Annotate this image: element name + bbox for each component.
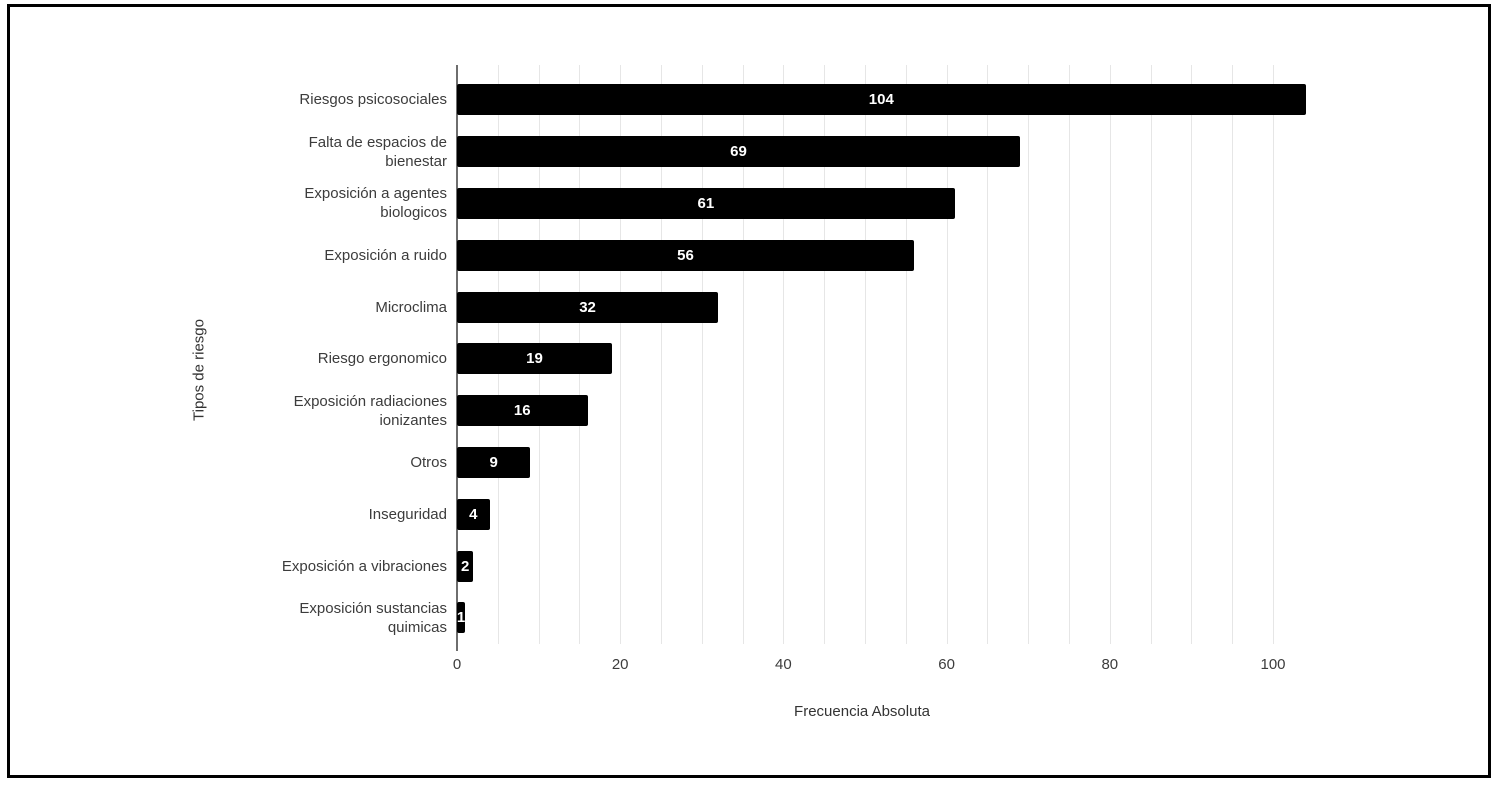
bar: 19 xyxy=(457,343,613,375)
category-label: Microclima xyxy=(375,298,447,316)
bar: 56 xyxy=(457,239,914,271)
value-label: 1 xyxy=(456,609,466,627)
value-label: 19 xyxy=(526,350,543,368)
bar: 1 xyxy=(456,602,466,634)
gridline xyxy=(1150,65,1152,644)
gridline xyxy=(946,65,948,644)
bar-row: 56 xyxy=(457,229,1457,281)
bar: 9 xyxy=(457,446,531,478)
category-label: Inseguridad xyxy=(368,505,447,523)
value-label: 69 xyxy=(730,143,747,161)
value-label: 16 xyxy=(513,402,531,420)
category-labels: Riesgos psicosociales Falta de espacios d… xyxy=(247,74,447,644)
x-tick-label: 60 xyxy=(938,656,955,673)
bar-row: 2 xyxy=(457,540,1457,592)
y-axis-title: Tipos de riesgo xyxy=(190,319,208,421)
value-label: 61 xyxy=(697,194,715,212)
x-tick-label: 100 xyxy=(1260,656,1286,673)
category-label: Riesgo ergonomico xyxy=(317,350,447,368)
bar: 4 xyxy=(457,498,490,530)
bar: 61 xyxy=(457,187,955,219)
gridline xyxy=(1191,65,1193,644)
gridline xyxy=(1109,65,1111,644)
gridline xyxy=(905,65,907,644)
gridline xyxy=(987,65,989,644)
gridline xyxy=(783,65,785,644)
gridline xyxy=(742,65,744,644)
category-label: Falta de espacios de bienestar xyxy=(308,133,447,170)
category-label: Exposición a vibraciones xyxy=(281,557,447,575)
category-label: Riesgos psicosociales xyxy=(299,91,447,109)
bar: 32 xyxy=(457,291,719,323)
bar: 2 xyxy=(457,550,474,582)
bar-rows: 104 69 61 56 32 19 16 9 4 2 1 xyxy=(457,74,1457,644)
value-label: 9 xyxy=(489,453,498,471)
gridline xyxy=(620,65,622,644)
x-tick-label: 20 xyxy=(611,656,629,673)
gridline xyxy=(701,65,703,644)
page-border xyxy=(7,4,1491,778)
bar: 104 xyxy=(457,84,1306,116)
bar-row: 104 xyxy=(457,74,1457,126)
bar-row: 1 xyxy=(457,592,1457,644)
bar: 69 xyxy=(457,136,1021,168)
bar-row: 4 xyxy=(457,488,1457,540)
category-label: Otros xyxy=(410,453,447,471)
bar: 16 xyxy=(457,395,588,427)
x-tick-label: 0 xyxy=(452,656,462,673)
gridline xyxy=(1069,65,1070,644)
value-label: 104 xyxy=(868,91,894,109)
value-label: 56 xyxy=(677,246,694,264)
bar-row: 19 xyxy=(457,333,1457,385)
bar-row: 16 xyxy=(457,385,1457,437)
gridline xyxy=(865,65,866,644)
value-label: 2 xyxy=(460,557,470,575)
gridline xyxy=(661,65,662,644)
category-label: Exposición a agentes biologicos xyxy=(304,185,447,222)
category-label: Exposición radiaciones ionizantes xyxy=(293,392,447,429)
x-tick-label: 40 xyxy=(775,656,792,673)
x-axis-title: Frecuencia Absoluta xyxy=(794,703,930,720)
gridline xyxy=(1028,65,1030,644)
category-label: Exposición a ruido xyxy=(324,246,447,264)
gridline xyxy=(824,65,826,644)
bar-row: 32 xyxy=(457,281,1457,333)
x-tick-label: 80 xyxy=(1101,656,1119,673)
gridline xyxy=(1273,65,1274,644)
gridline xyxy=(1232,65,1234,644)
category-label: Exposición sustancias quimicas xyxy=(299,599,447,636)
value-label: 4 xyxy=(469,505,478,523)
bar-row: 69 xyxy=(457,126,1457,178)
value-label: 32 xyxy=(579,298,596,316)
bar-row: 9 xyxy=(457,437,1457,489)
bar-row: 61 xyxy=(457,178,1457,230)
